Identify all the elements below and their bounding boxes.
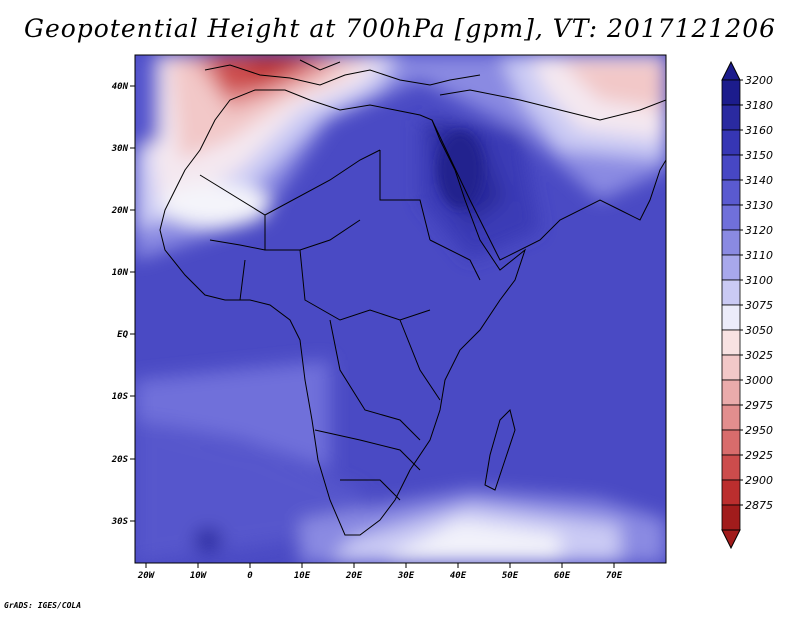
lon-label: 20E [345, 571, 363, 581]
colorbar-label: 3140 [745, 174, 773, 187]
lon-label: 40E [450, 571, 467, 581]
colorbar-swatch [721, 429, 741, 456]
lon-label: 70E [606, 571, 623, 581]
colorbar-label: 2925 [745, 449, 773, 462]
lat-label: 20N [111, 206, 129, 216]
colorbar-swatch [721, 154, 741, 181]
map-frame [134, 54, 667, 564]
grads-credit: GrADS: IGES/COLA [4, 601, 82, 610]
lon-label: 0 [247, 571, 253, 581]
colorbar-swatch [721, 279, 741, 306]
colorbar-swatch [721, 229, 741, 256]
colorbar: 3200 3180 3160 3150 3140 3130 3120 3110 3100 3075… [721, 60, 773, 550]
lat-label: 40N [112, 82, 129, 92]
colorbar-swatch [721, 104, 741, 131]
colorbar-swatch [721, 504, 741, 531]
colorbar-label: 3000 [745, 374, 773, 387]
colorbar-label: 3150 [745, 149, 773, 162]
colorbar-label: 2875 [745, 499, 773, 512]
lat-label: 20S [111, 455, 129, 465]
lat-label: 10N [112, 268, 129, 278]
colorbar-label: 3160 [745, 124, 773, 137]
colorbar-label: 2900 [745, 474, 773, 487]
coastlines [159, 59, 666, 536]
lon-label: 20W [137, 571, 156, 581]
colorbar-label: 3180 [745, 99, 773, 112]
colorbar-label: 2950 [745, 424, 773, 437]
colorbar-swatch [721, 329, 741, 356]
colorbar-label: 3100 [745, 274, 773, 287]
colorbar-swatch [721, 129, 741, 156]
colorbar-label: 3050 [745, 324, 773, 337]
lon-label: 30E [397, 571, 415, 581]
lon-label: 50E [502, 571, 519, 581]
geopotential-field [135, 55, 666, 563]
lat-label: 30N [111, 144, 129, 154]
colorbar-min-arrow [721, 529, 741, 550]
colorbar-label: 3130 [745, 199, 773, 212]
colorbar-swatch [721, 304, 741, 331]
colorbar-label: 3075 [745, 299, 773, 312]
lat-label: EQ [117, 330, 128, 340]
lat-label: 30S [111, 517, 129, 527]
colorbar-swatch [721, 454, 741, 481]
colorbar-swatch [721, 204, 741, 231]
lon-label: 10E [294, 571, 311, 581]
colorbar-label: 3025 [745, 349, 773, 362]
colorbar-label: 3110 [745, 249, 773, 262]
lon-label: 60E [554, 571, 571, 581]
colorbar-swatch [721, 179, 741, 206]
colorbar-swatch [721, 254, 741, 281]
colorbar-max-arrow [721, 60, 741, 81]
colorbar-label: 3200 [745, 74, 773, 87]
colorbar-swatch [721, 479, 741, 506]
colorbar-label: 2975 [745, 399, 773, 412]
colorbar-swatch [721, 379, 741, 406]
colorbar-swatch [721, 79, 741, 106]
lon-label: 10W [190, 571, 208, 581]
colorbar-swatch [721, 404, 741, 431]
colorbar-label: 3120 [745, 224, 773, 237]
lat-label: 10S [112, 392, 129, 402]
map-title: Geopotential Height at 700hPa [gpm], VT:… [23, 14, 777, 43]
colorbar-swatch [721, 354, 741, 381]
